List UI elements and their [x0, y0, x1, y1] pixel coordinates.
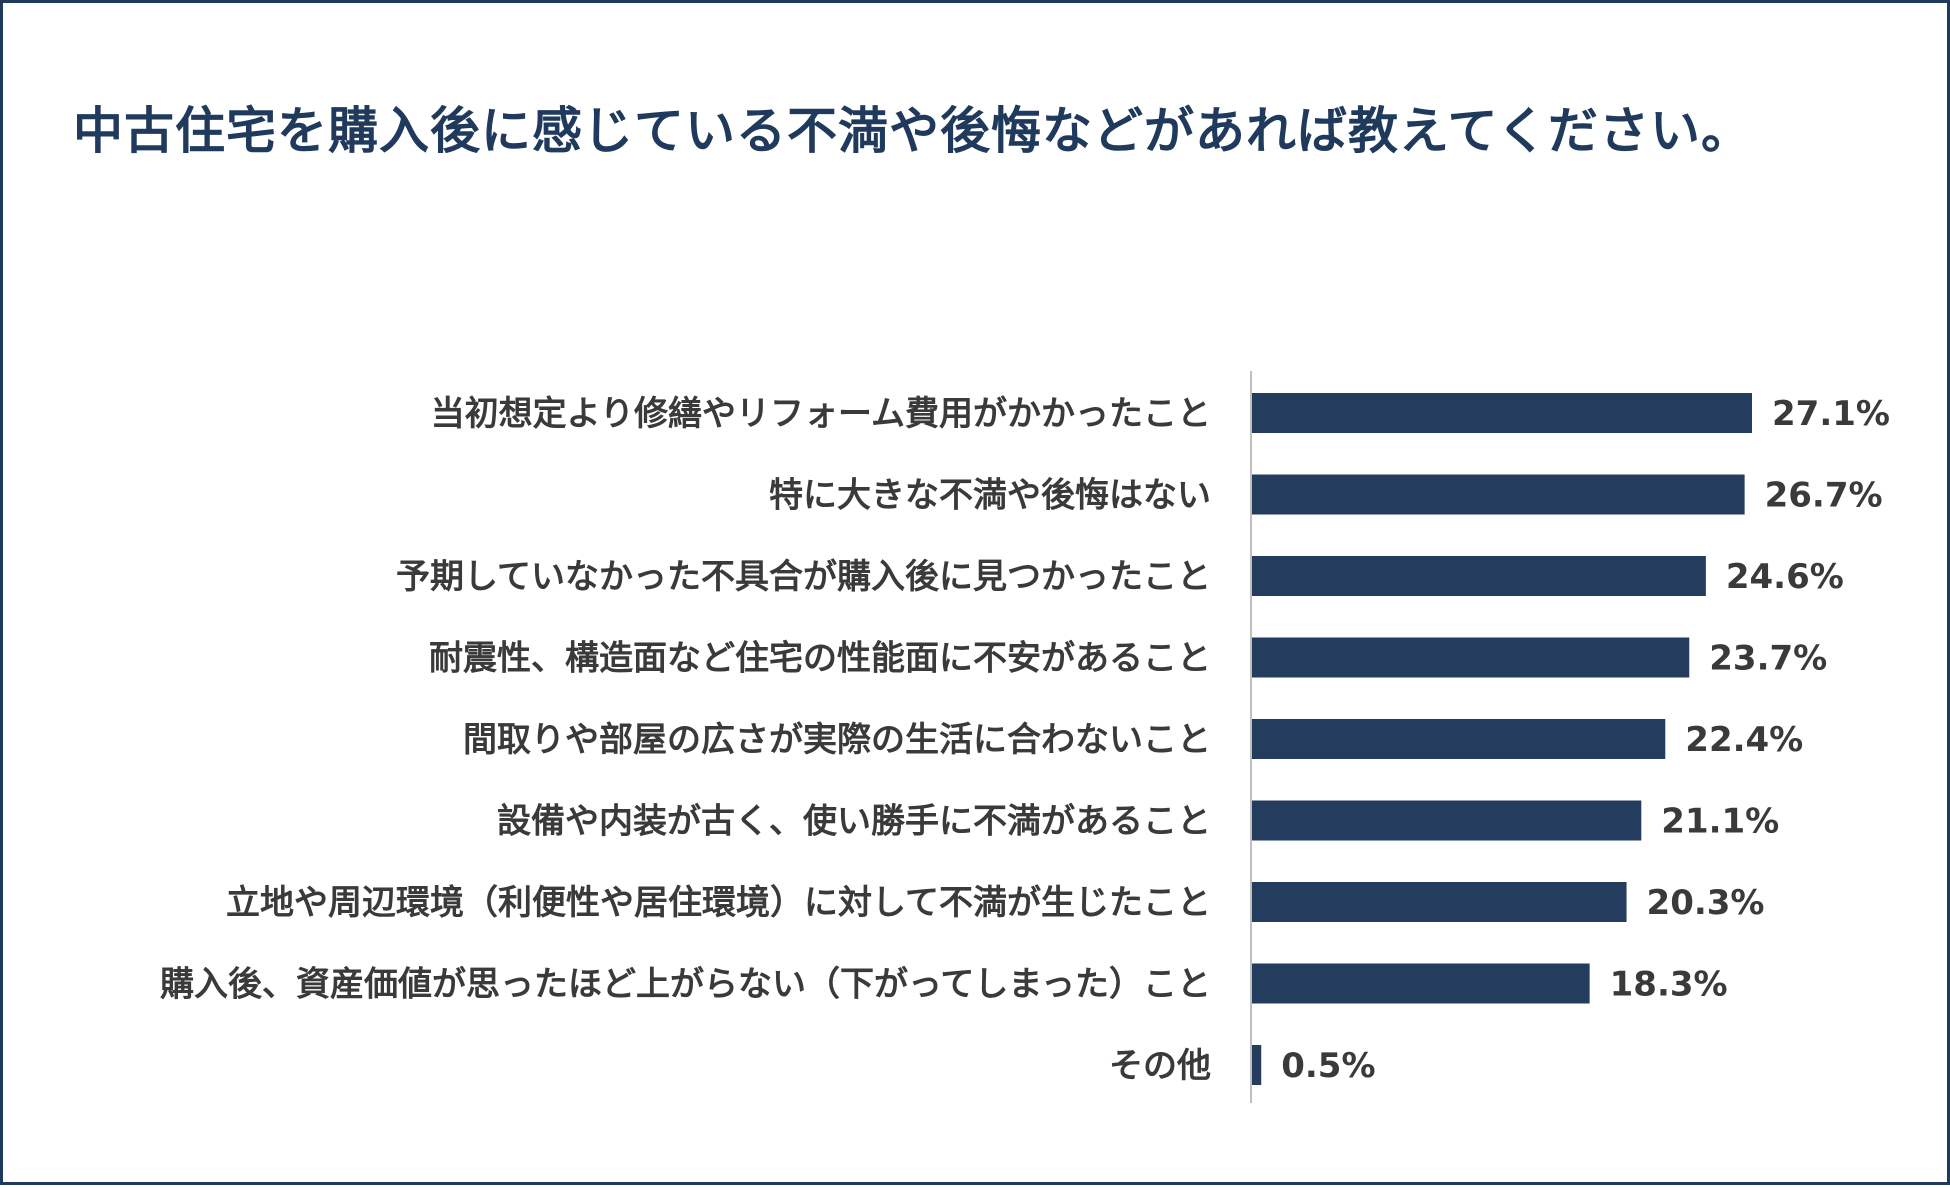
category-label: その他: [1109, 1046, 1211, 1086]
value-label: 23.7%: [1709, 639, 1827, 679]
value-label: 24.6%: [1726, 557, 1844, 597]
value-label: 20.3%: [1647, 883, 1765, 923]
value-label: 0.5%: [1281, 1046, 1375, 1086]
bar: [1252, 637, 1690, 678]
bar: [1252, 1045, 1262, 1085]
value-label: 26.7%: [1765, 476, 1883, 516]
bar: [1252, 393, 1752, 433]
category-label: 耐震性、構造面など住宅の性能面に不安があること: [429, 639, 1211, 679]
category-label: 立地や周辺環境（利便性や居住環境）に対して不満が生じたこと: [226, 883, 1211, 923]
category-label: 設備や内装が古く、使い勝手に不満があること: [497, 802, 1211, 842]
category-label: 特に大きな不満や後悔はない: [769, 476, 1211, 516]
category-label: 間取りや部屋の広さが実際の生活に合わないこと: [463, 720, 1211, 760]
value-label: 21.1%: [1661, 802, 1779, 842]
bar-chart: 当初想定より修繕やリフォーム費用がかかったこと 27.1% 特に大きな不満や後悔はな…: [160, 371, 1890, 1103]
bar: [1252, 474, 1745, 515]
value-label: 22.4%: [1685, 720, 1803, 760]
bar: [1252, 882, 1627, 922]
category-label: 購入後、資産価値が思ったほど上がらない（下がってしまった）こと: [160, 965, 1211, 1005]
category-label: 予期していなかった不具合が購入後に見つかったこと: [396, 557, 1211, 597]
chart-title: 中古住宅を購入後に感じている不満や後悔などがあれば教えてください。: [73, 102, 1752, 160]
category-label: 当初想定より修繕やリフォーム費用がかかったこと: [431, 394, 1211, 434]
bar: [1252, 963, 1590, 1004]
bar: [1252, 800, 1642, 841]
value-label: 18.3%: [1610, 965, 1728, 1005]
bar: [1252, 556, 1706, 596]
value-label: 27.1%: [1772, 394, 1890, 434]
bar: [1252, 719, 1666, 759]
